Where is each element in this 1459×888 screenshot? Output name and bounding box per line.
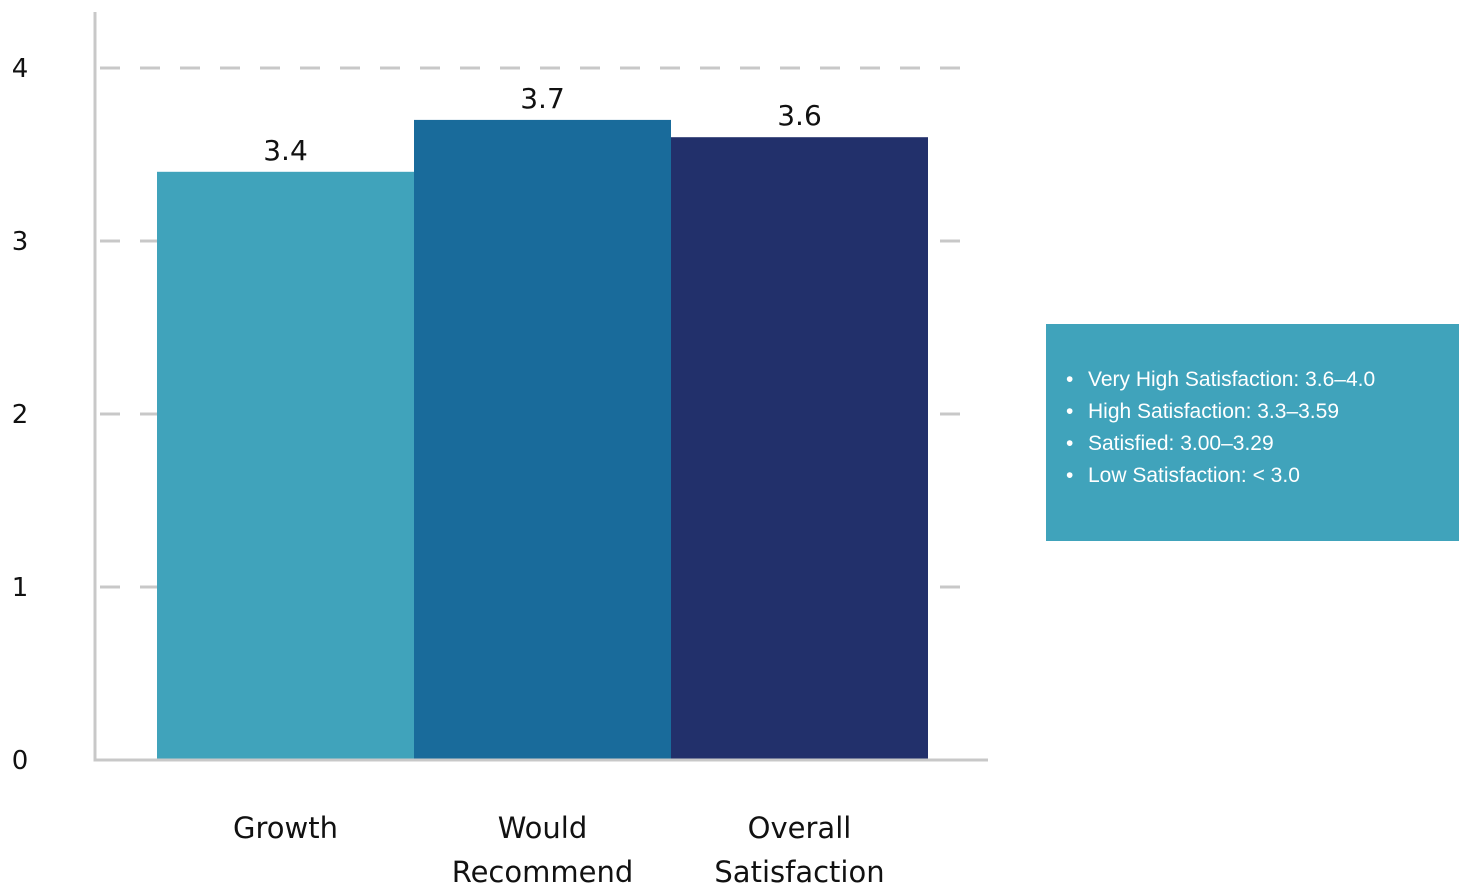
x-category-label: Would Recommend bbox=[452, 811, 634, 888]
satisfaction-scale-legend: Very High Satisfaction: 3.6–4.0 High Sat… bbox=[1046, 324, 1459, 541]
bar-overall-satisfaction bbox=[671, 137, 928, 760]
y-tick-label: 3 bbox=[12, 227, 29, 257]
y-tick-label: 4 bbox=[12, 54, 29, 84]
y-tick-label: 2 bbox=[12, 400, 29, 430]
x-category-label: Overall Satisfaction bbox=[714, 811, 884, 888]
bar-growth bbox=[157, 171, 414, 761]
legend-item-very-high: Very High Satisfaction: 3.6–4.0 bbox=[1064, 364, 1459, 396]
data-label: 3.7 bbox=[520, 82, 565, 115]
legend-item-high: High Satisfaction: 3.3–3.59 bbox=[1064, 396, 1459, 428]
data-label: 3.4 bbox=[263, 134, 308, 167]
axes bbox=[93, 12, 988, 762]
bar-chart: 0 1 2 3 4 3.4 Growth 3.7 Would Recommend 3.6 Overal… bbox=[12, 12, 988, 888]
x-category-label: Growth bbox=[233, 811, 338, 845]
data-label: 3.6 bbox=[777, 99, 822, 132]
y-tick-label: 0 bbox=[12, 746, 29, 776]
legend-item-satisfied: Satisfied: 3.00–3.29 bbox=[1064, 428, 1459, 460]
labels: 0 1 2 3 4 3.4 Growth 3.7 Would Recommend 3.6 Overal… bbox=[12, 54, 885, 888]
bar-would-recommend bbox=[414, 119, 671, 760]
y-tick-label: 1 bbox=[12, 573, 29, 603]
bars bbox=[157, 119, 928, 761]
legend-item-low: Low Satisfaction: < 3.0 bbox=[1064, 460, 1459, 492]
